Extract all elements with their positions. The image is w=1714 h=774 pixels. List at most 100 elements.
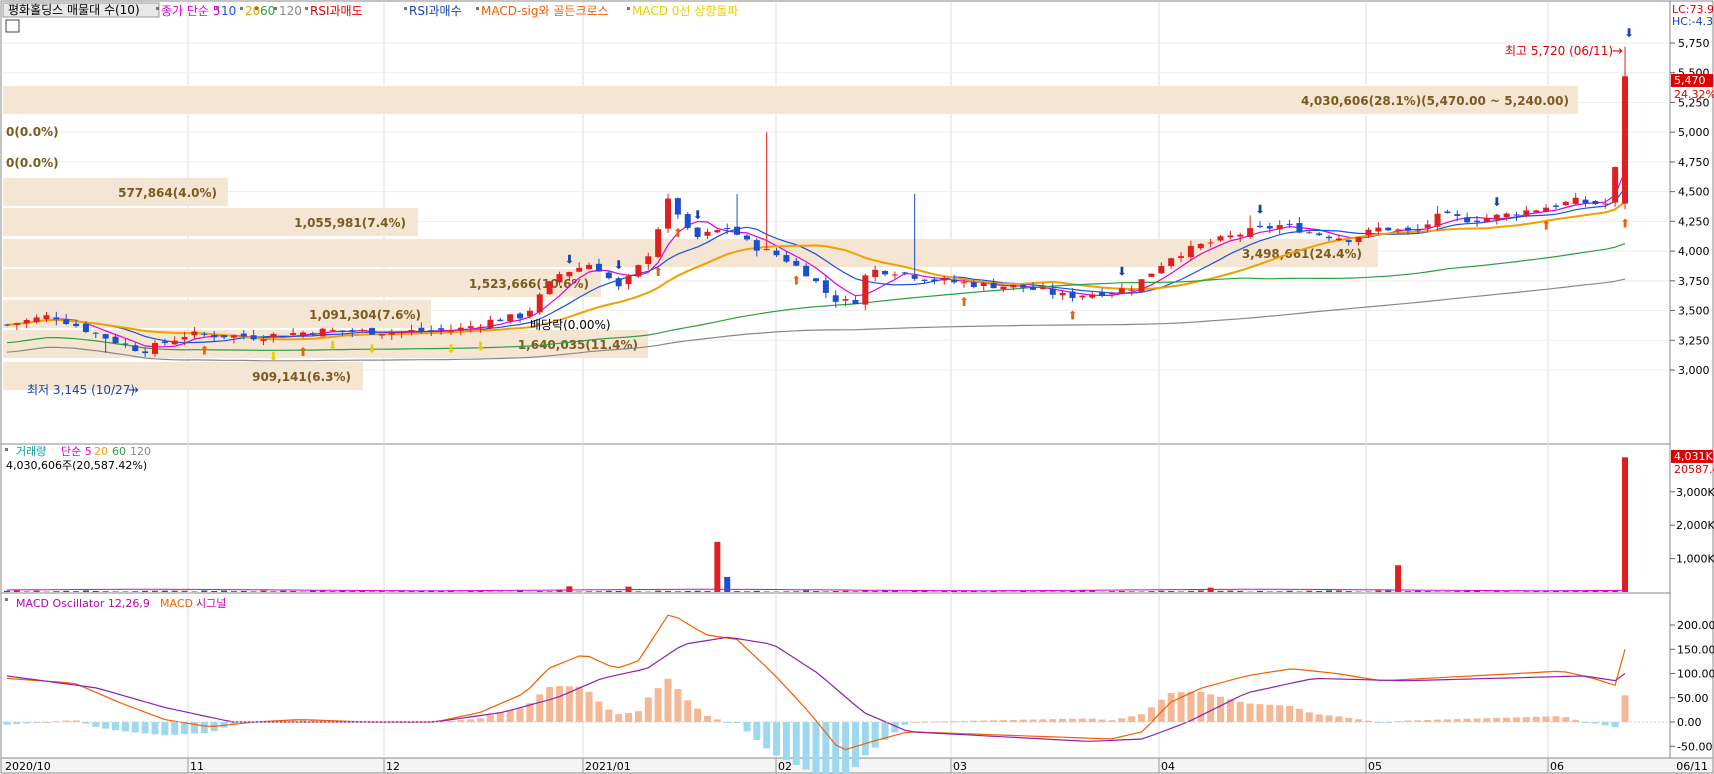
calculator-icon[interactable] (5, 19, 20, 33)
candle-body (1276, 225, 1283, 230)
legend-item[interactable]: 종가 단순 5 (161, 4, 220, 18)
macd-oscillator-bar (625, 712, 633, 722)
candle-body (773, 250, 780, 256)
candle-body (112, 336, 119, 343)
macd-oscillator-bar (486, 715, 494, 722)
lc-label: LC:73.93 (1672, 3, 1714, 16)
macd-oscillator-bar (565, 686, 573, 722)
volume-bar (92, 590, 99, 592)
candle-body (1010, 284, 1017, 288)
volume-bar (369, 591, 376, 592)
volume-bar (566, 586, 573, 592)
volume-bar (862, 590, 869, 592)
candle-body (635, 265, 642, 277)
candle-body (1365, 229, 1372, 236)
candle-body (1227, 235, 1234, 238)
volume-bar (1533, 590, 1540, 592)
volume-profile-label: 1,640,035(11.4%) (518, 338, 638, 352)
candle-body (23, 320, 30, 324)
candle-body (1039, 288, 1046, 290)
legend-item[interactable]: RSI과매도 (310, 4, 363, 18)
macd-oscillator-bar (309, 719, 317, 722)
candle-body (240, 333, 247, 337)
volume-bar (921, 590, 928, 592)
volume-bar (684, 590, 691, 592)
volume-bar (1158, 590, 1165, 592)
low-annotation: 최저 3,145 (10/27) (27, 383, 135, 397)
macd-oscillator-bar (1029, 719, 1037, 722)
legend-item[interactable]: 20 (245, 4, 260, 18)
candle-body (724, 228, 731, 230)
legend-bullet (274, 7, 277, 10)
macd-oscillator-bar (1217, 696, 1224, 722)
legend-item[interactable]: RSI과매수 (409, 4, 462, 18)
candle-body (1326, 236, 1333, 239)
macd-oscillator-bar (1256, 704, 1264, 722)
volume-bar (1138, 591, 1145, 592)
candle-body (339, 330, 346, 332)
macd-oscillator-bar (1098, 719, 1106, 722)
volume-bar (655, 590, 662, 592)
candle-body (1414, 229, 1421, 231)
change-pct: 24.32% (1674, 88, 1714, 101)
macd-oscillator-bar (1601, 722, 1609, 726)
candle-body (1266, 226, 1273, 229)
macd-oscillator-bar (437, 721, 445, 723)
candle-body (1089, 294, 1096, 298)
volume-profile-label: 1,091,304(7.6%) (309, 308, 421, 322)
macd-oscillator-bar (1424, 719, 1432, 722)
volume-bar (132, 591, 139, 592)
macd-oscillator-bar (1069, 718, 1077, 722)
volume-bar (1059, 591, 1066, 592)
candle-body (665, 198, 672, 229)
volume-bar (438, 590, 445, 592)
volume-bar (1256, 590, 1263, 592)
macd-oscillator-bar (891, 722, 899, 733)
candle-body (378, 334, 385, 336)
legend-item[interactable]: MACD 0선 상향돌파 (632, 4, 738, 18)
legend-item[interactable]: 60 (260, 4, 275, 18)
volume-panel-frame (0, 443, 1671, 594)
candle-body (82, 323, 89, 332)
volume-bar (1237, 590, 1244, 592)
volume-profile-label: 1,055,981(7.4%) (294, 216, 406, 230)
legend-items[interactable]: 종가 단순 5 10 20 60 120 RSI과매도 RSI과매수 MACD-sig와 골든… (156, 4, 738, 18)
candle-body (1128, 289, 1135, 291)
hc-label: HC:-4.37 (1672, 15, 1714, 28)
legend-item[interactable]: 120 (279, 4, 302, 18)
candle-body (1306, 232, 1313, 234)
candle-body (1493, 214, 1500, 220)
volume-bar (398, 591, 405, 592)
macd-oscillator-bar (773, 722, 781, 756)
volume-bar (763, 591, 770, 592)
macd-oscillator-bar (555, 686, 563, 722)
candle-body (1572, 197, 1579, 204)
macd-oscillator-bar (615, 714, 623, 722)
volume-bar (250, 591, 257, 592)
volume-bar (783, 591, 790, 592)
macd-oscillator-bar (1009, 719, 1017, 722)
volume-bar (1049, 591, 1056, 592)
macd-oscillator-bar (763, 722, 771, 749)
candle-body (1069, 291, 1076, 298)
candle-body (1187, 245, 1194, 258)
volume-bar (872, 591, 879, 592)
volume-bar (1483, 591, 1490, 592)
macd-chart (3, 614, 1629, 774)
macd-oscillator-bar (1572, 719, 1580, 722)
legend-item[interactable]: MACD-sig와 골든크로스 (481, 4, 609, 18)
volume-profile-label: 909,141(6.3%) (252, 370, 351, 384)
macd-oscillator-bar (802, 722, 810, 770)
macd-legend[interactable]: MACD Oscillator 12,26,9 MACD 시그널 (5, 597, 226, 610)
macd-oscillator-bar (664, 678, 672, 722)
candle-body (783, 255, 790, 262)
macd-oscillator-bar (516, 708, 524, 722)
candle-body (349, 330, 356, 332)
volume-current: 4,031K (1674, 450, 1713, 463)
macd-oscillator-bar (634, 711, 642, 722)
volume-legend[interactable]: 거래량 단순 5 20 60 120 (5, 445, 151, 458)
macd-axis: 200.00 150.00 100.00 50.00 0.00 -50.00 (2, 619, 1714, 753)
legend-item[interactable]: 10 (221, 4, 236, 18)
volume-bar (1523, 591, 1530, 592)
